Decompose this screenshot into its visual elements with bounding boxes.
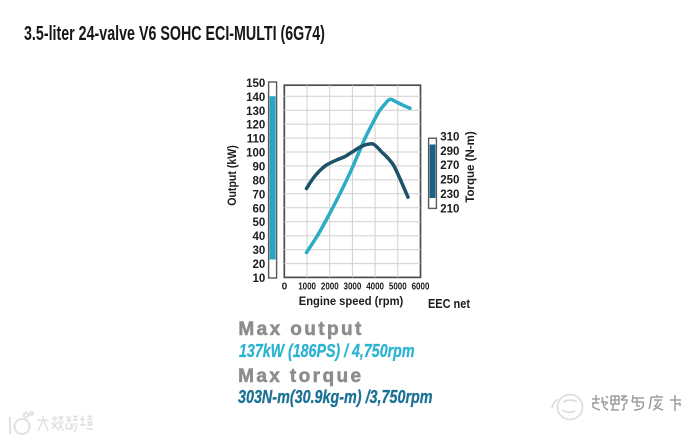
svg-text:50: 50 bbox=[253, 217, 266, 229]
svg-text:Torque (N-m): Torque (N-m) bbox=[465, 131, 477, 203]
svg-text:120: 120 bbox=[246, 120, 265, 132]
svg-text:110: 110 bbox=[247, 134, 266, 146]
svg-text:70: 70 bbox=[253, 189, 266, 201]
svg-text:6000: 6000 bbox=[412, 281, 430, 292]
svg-text:20: 20 bbox=[253, 259, 266, 271]
svg-text:4000: 4000 bbox=[366, 281, 384, 292]
svg-text:30: 30 bbox=[253, 245, 266, 257]
svg-text:Output (kW): Output (kW) bbox=[227, 145, 239, 206]
svg-text:310: 310 bbox=[440, 131, 459, 143]
svg-text:60: 60 bbox=[253, 203, 266, 215]
svg-text:150: 150 bbox=[246, 78, 265, 90]
svg-text:10: 10 bbox=[253, 273, 266, 285]
svg-text:90: 90 bbox=[253, 162, 266, 174]
svg-text:130: 130 bbox=[246, 106, 265, 118]
svg-text:Engine speed (rpm): Engine speed (rpm) bbox=[299, 294, 404, 308]
svg-text:250: 250 bbox=[440, 175, 459, 187]
svg-text:230: 230 bbox=[440, 189, 459, 201]
svg-text:100: 100 bbox=[246, 148, 265, 160]
svg-text:0: 0 bbox=[282, 281, 288, 292]
svg-text:290: 290 bbox=[440, 146, 459, 158]
svg-text:EEC net: EEC net bbox=[428, 297, 471, 311]
svg-text:40: 40 bbox=[253, 231, 266, 243]
svg-text:3000: 3000 bbox=[344, 281, 362, 292]
svg-text:5000: 5000 bbox=[389, 281, 407, 292]
svg-text:140: 140 bbox=[246, 92, 265, 104]
svg-text:2000: 2000 bbox=[321, 281, 339, 292]
svg-text:210: 210 bbox=[440, 203, 459, 215]
svg-text:80: 80 bbox=[253, 175, 266, 187]
svg-text:270: 270 bbox=[440, 160, 459, 172]
svg-text:1000: 1000 bbox=[298, 281, 316, 292]
